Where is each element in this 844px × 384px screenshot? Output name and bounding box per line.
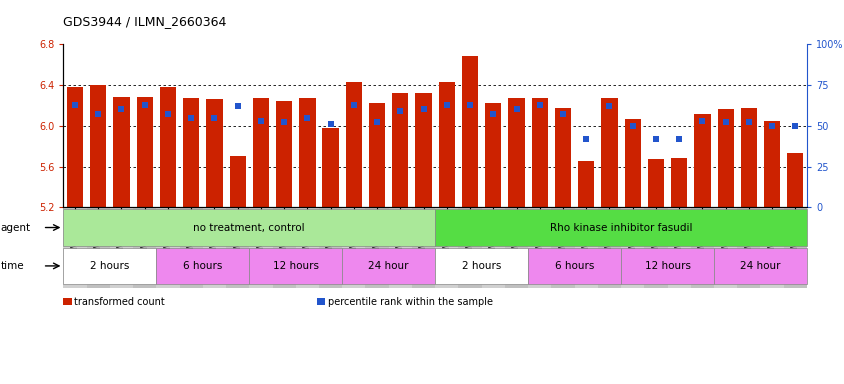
Text: transformed count: transformed count [74, 297, 165, 307]
Bar [694, 114, 710, 207]
Bar [110, 44, 133, 207]
Bar [369, 103, 385, 207]
Bar [481, 44, 505, 207]
Text: time: time [1, 261, 24, 271]
Bar [644, 44, 667, 207]
Bar [388, 44, 412, 207]
Bar [577, 161, 593, 207]
Text: 12 hours: 12 hours [644, 261, 690, 271]
Bar [462, 56, 478, 207]
Bar [86, 44, 110, 207]
Text: 6 hours: 6 hours [555, 261, 593, 271]
Text: percentile rank within the sample: percentile rank within the sample [327, 297, 492, 307]
Bar [412, 44, 435, 207]
Bar [717, 109, 733, 207]
Bar [319, 44, 342, 207]
Bar [415, 93, 431, 207]
Bar [203, 44, 226, 207]
Bar [345, 82, 361, 207]
Bar [137, 97, 153, 207]
Bar [63, 44, 86, 207]
Text: 2 hours: 2 hours [462, 261, 500, 271]
Bar [457, 44, 481, 207]
Text: 6 hours: 6 hours [183, 261, 222, 271]
Text: agent: agent [1, 222, 31, 233]
Bar [322, 128, 338, 207]
Bar [601, 98, 617, 207]
Bar [365, 44, 388, 207]
Bar [787, 153, 803, 207]
Bar [736, 44, 760, 207]
Bar [740, 108, 756, 207]
Bar [574, 44, 598, 207]
Text: GDS3944 / ILMN_2660364: GDS3944 / ILMN_2660364 [63, 15, 226, 28]
Bar [435, 44, 458, 207]
Text: 24 hour: 24 hour [368, 261, 408, 271]
Bar [133, 44, 156, 207]
Bar [295, 44, 319, 207]
Bar [272, 44, 295, 207]
Bar [392, 93, 408, 207]
Bar [90, 85, 106, 207]
Bar [624, 119, 640, 207]
Bar [299, 98, 315, 207]
Bar [160, 87, 176, 207]
Bar [555, 108, 571, 207]
Bar [508, 98, 524, 207]
Bar [249, 44, 272, 207]
Bar [342, 44, 365, 207]
Bar [276, 101, 292, 207]
Text: Rho kinase inhibitor fasudil: Rho kinase inhibitor fasudil [549, 222, 691, 233]
Bar [620, 44, 644, 207]
Bar [760, 44, 783, 207]
Bar [113, 97, 129, 207]
Bar [713, 44, 736, 207]
Bar [783, 44, 806, 207]
Bar [531, 98, 547, 207]
Bar [528, 44, 551, 207]
Bar [230, 156, 246, 207]
Bar [67, 87, 83, 207]
Text: no treatment, control: no treatment, control [193, 222, 305, 233]
Bar [690, 44, 713, 207]
Bar [179, 44, 203, 207]
Bar [647, 159, 663, 207]
Bar [505, 44, 528, 207]
Bar [763, 121, 779, 207]
Bar [156, 44, 179, 207]
Bar [252, 98, 268, 207]
Bar [484, 103, 500, 207]
Text: 2 hours: 2 hours [90, 261, 129, 271]
Text: 24 hour: 24 hour [739, 261, 780, 271]
Bar [183, 98, 199, 207]
Bar [598, 44, 620, 207]
Text: 12 hours: 12 hours [273, 261, 318, 271]
Bar [551, 44, 574, 207]
Bar [438, 82, 454, 207]
Bar [206, 99, 222, 207]
Bar [667, 44, 690, 207]
Bar [226, 44, 249, 207]
Bar [670, 159, 686, 207]
